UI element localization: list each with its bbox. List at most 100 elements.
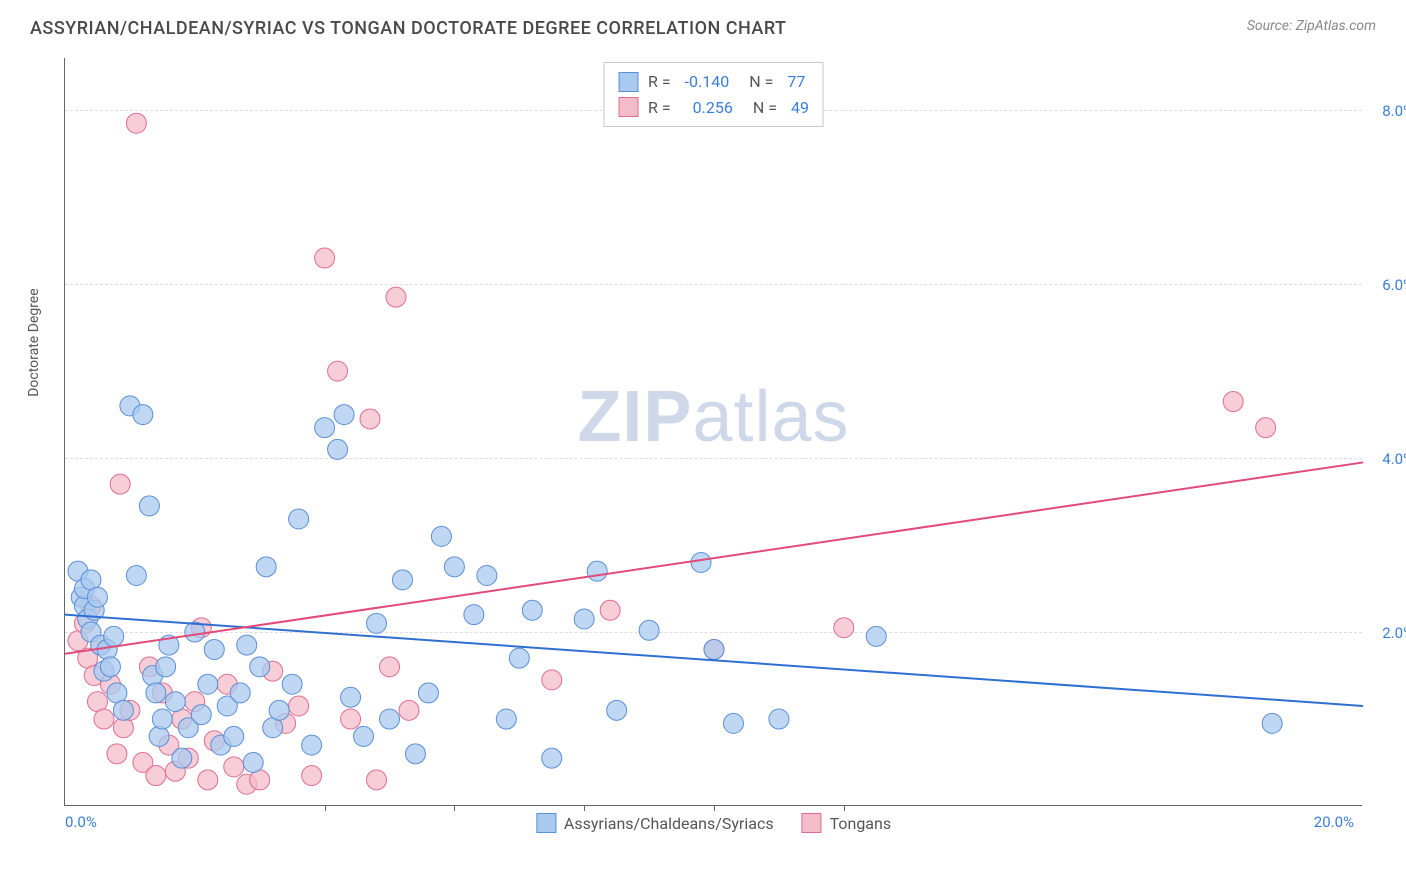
data-point [1223,392,1243,412]
data-point [204,639,224,659]
data-point [100,657,120,677]
data-point [341,709,361,729]
data-point [126,566,146,586]
legend-swatch-2 [802,813,822,833]
data-point [224,757,244,777]
n-value-1: 77 [787,69,805,95]
data-point [367,770,387,790]
data-point [477,566,497,586]
legend-label-2: Tongans [830,814,892,833]
data-point [431,526,451,546]
y-axis-label: Doctorate Degree [26,288,42,396]
data-point [542,748,562,768]
x-tick-mark [584,805,585,811]
data-point [1262,713,1282,733]
data-point [165,692,185,712]
data-point [315,248,335,268]
data-point [367,613,387,633]
data-point [146,766,166,786]
data-point [380,709,400,729]
swatch-series-1 [618,72,638,92]
data-point [639,620,659,640]
scatter-plot-svg [65,58,1362,805]
data-point [146,683,166,703]
data-point [269,700,289,720]
data-point [723,713,743,733]
data-point [198,674,218,694]
y-tick-label: 4.0% [1382,450,1406,468]
series-legend: Assyrians/Chaldeans/Syriacs Tongans [536,813,891,833]
data-point [302,766,322,786]
data-point [360,409,380,429]
data-point [133,405,153,425]
data-point [464,605,484,625]
chart-container: Doctorate Degree ZIPatlas 2.0%4.0%6.0%8.… [44,58,1384,828]
data-point [172,748,192,768]
data-point [149,726,169,746]
swatch-series-2 [618,97,638,117]
data-point [600,600,620,620]
stats-legend: R = -0.140 N = 77 R = 0.256 N = 49 [603,62,824,127]
data-point [354,726,374,746]
trend-line [65,462,1363,653]
data-point [328,439,348,459]
y-tick-label: 2.0% [1382,624,1406,642]
data-point [191,705,211,725]
x-tick-mark [714,805,715,811]
data-point [152,709,172,729]
data-point [834,618,854,638]
data-point [289,509,309,529]
legend-swatch-1 [536,813,556,833]
data-point [315,418,335,438]
x-tick-mark [325,805,326,811]
data-point [237,635,257,655]
data-point [256,557,276,577]
chart-title: ASSYRIAN/CHALDEAN/SYRIAC VS TONGAN DOCTO… [30,18,787,39]
data-point [380,657,400,677]
x-tick-min: 0.0% [65,813,97,831]
legend-label-1: Assyrians/Chaldeans/Syriacs [564,814,774,833]
data-point [405,744,425,764]
data-point [444,557,464,577]
data-point [328,361,348,381]
data-point [107,744,127,764]
data-point [87,587,107,607]
data-point [110,474,130,494]
data-point [139,496,159,516]
data-point [94,709,114,729]
data-point [126,113,146,133]
data-point [341,687,361,707]
data-point [302,735,322,755]
y-tick-label: 8.0% [1382,102,1406,120]
data-point [1256,418,1276,438]
data-point [496,709,516,729]
data-point [399,700,419,720]
data-point [386,287,406,307]
n-label-1: N = [749,69,773,95]
stats-row-1: R = -0.140 N = 77 [618,69,809,95]
stats-row-2: R = 0.256 N = 49 [618,95,809,121]
r-label-1: R = [648,69,671,95]
data-point [198,770,218,790]
data-point [607,700,627,720]
data-point [224,726,244,746]
plot-area: ZIPatlas 2.0%4.0%6.0%8.0% R = -0.140 N =… [64,58,1362,806]
data-point [113,700,133,720]
data-point [691,552,711,572]
data-point [289,696,309,716]
r-label-2: R = [648,95,671,121]
n-value-2: 49 [791,95,809,121]
n-label-2: N = [753,95,777,121]
r-value-1: -0.140 [685,69,730,95]
data-point [542,670,562,690]
data-point [104,626,124,646]
data-point [392,570,412,590]
source-label: Source: ZipAtlas.com [1247,18,1376,34]
legend-item-1: Assyrians/Chaldeans/Syriacs [536,813,774,833]
data-point [587,561,607,581]
data-point [282,674,302,694]
chart-header: ASSYRIAN/CHALDEAN/SYRIAC VS TONGAN DOCTO… [0,0,1406,47]
data-point [522,600,542,620]
data-point [418,683,438,703]
data-point [509,648,529,668]
